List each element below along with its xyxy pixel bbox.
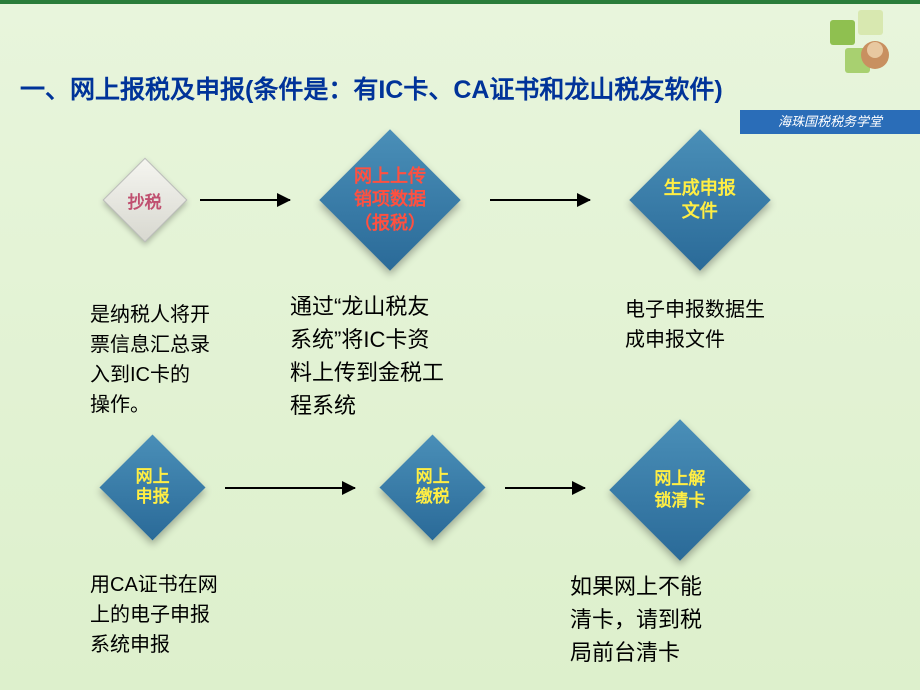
arrow	[225, 487, 355, 489]
node-declare: 网上申报	[99, 434, 205, 540]
node-unlock: 网上解锁清卡	[609, 419, 750, 560]
arrow	[490, 199, 590, 201]
arrow	[200, 199, 290, 201]
node-upload: 网上上传销项数据（报税）	[319, 129, 460, 270]
node-generate: 生成申报文件	[629, 129, 770, 270]
node-label: 网上上传销项数据（报税）	[340, 165, 440, 235]
node-label: 网上解锁清卡	[630, 468, 730, 512]
node-pay: 网上缴税	[379, 434, 485, 540]
node-label: 网上申报	[115, 467, 190, 508]
desc-declare: 用CA证书在网上的电子申报系统申报	[90, 570, 270, 660]
desc-generate: 电子申报数据生成申报文件	[625, 295, 825, 355]
arrow	[505, 487, 585, 489]
desc-chaoshui: 是纳税人将开票信息汇总录入到IC卡的操作。	[90, 300, 250, 420]
node-label: 抄税	[116, 188, 174, 213]
desc-unlock: 如果网上不能清卡，请到税局前台清卡	[570, 570, 790, 669]
node-label: 网上缴税	[395, 467, 470, 508]
node-chaoshui: 抄税	[103, 158, 188, 243]
node-label: 生成申报文件	[650, 177, 750, 224]
desc-upload: 通过“龙山税友系统”将IC卡资料上传到金税工程系统	[290, 290, 510, 422]
flowchart-stage: 抄税 网上上传销项数据（报税） 生成申报文件 网上申报 网上缴税 网上解锁清卡 …	[0, 0, 920, 690]
